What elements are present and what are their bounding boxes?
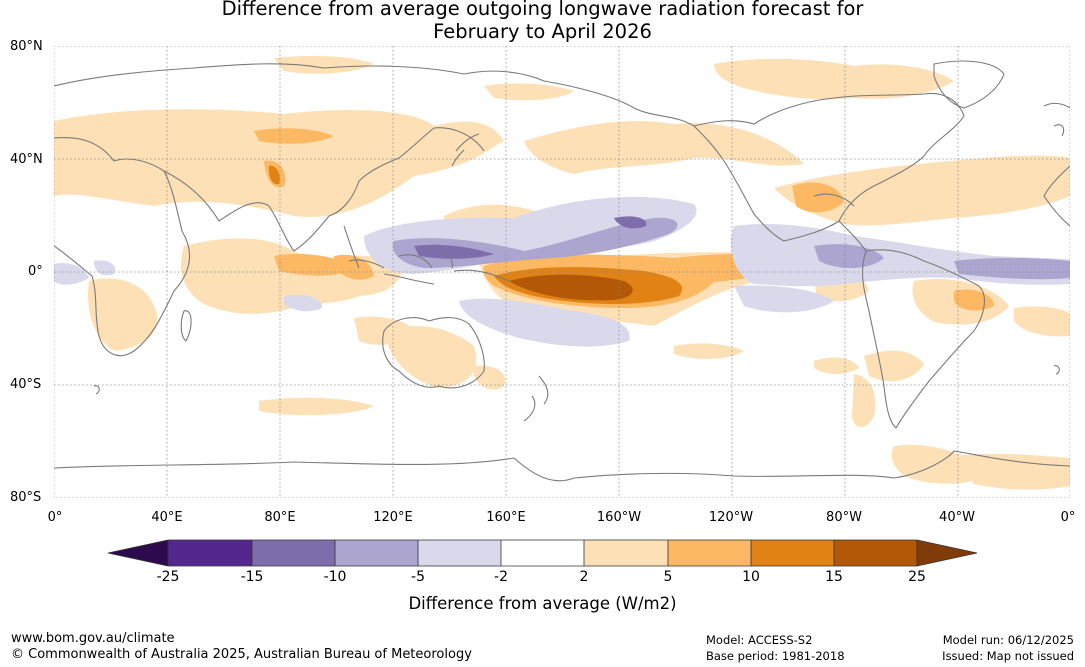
lon-label-80e: 80°E bbox=[264, 510, 296, 525]
footer-base-period: Base period: 1981-2018 bbox=[706, 649, 845, 663]
colorbar-2-to-5 bbox=[584, 540, 668, 566]
colorbar bbox=[107, 539, 978, 567]
map-title-line2: February to April 2026 bbox=[433, 20, 652, 43]
lat-label-40n: 40°N bbox=[10, 152, 43, 167]
lat-label-equator: 0° bbox=[28, 264, 43, 279]
colorbar-5-to-10 bbox=[668, 540, 751, 566]
lat-label-80n: 80°N bbox=[10, 39, 43, 54]
colorbar-title: Difference from average (W/m2) bbox=[408, 594, 677, 613]
lon-label-0-right: 0° bbox=[1060, 510, 1076, 525]
colorbar-tick: -15 bbox=[240, 569, 264, 585]
colorbar-tick: 10 bbox=[742, 569, 760, 585]
colorbar-tick: -10 bbox=[323, 569, 347, 585]
lon-label-80w: 80°W bbox=[826, 510, 862, 525]
colorbar-minus10-to-minus5 bbox=[335, 540, 418, 566]
colorbar-gt-25 bbox=[917, 540, 977, 566]
footer-model-run: Model run: 06/12/2025 bbox=[942, 633, 1074, 647]
map-title-line1: Difference from average outgoing longwav… bbox=[221, 0, 864, 20]
colorbar-minus25-to-minus15 bbox=[168, 540, 252, 566]
anomaly-minus15-to-minus10-regions bbox=[414, 216, 647, 259]
lat-label-80s: 80°S bbox=[10, 490, 42, 505]
colorbar-tick: 5 bbox=[663, 569, 673, 585]
colorbar-lt-minus25 bbox=[108, 540, 168, 566]
colorbar-10-to-15 bbox=[751, 540, 834, 566]
lat-label-40s: 40°S bbox=[10, 377, 42, 392]
colorbar-tick: -25 bbox=[156, 569, 180, 585]
coastlines bbox=[54, 60, 1070, 482]
colorbar-tick: -2 bbox=[494, 569, 508, 585]
colorbar-tick: -5 bbox=[411, 569, 425, 585]
lon-label-160e: 160°E bbox=[486, 510, 526, 525]
olr-anomaly-map bbox=[54, 46, 1070, 498]
anomaly-15-to-25-regions bbox=[509, 274, 633, 301]
footer-issued: Issued: Map not issued bbox=[942, 649, 1074, 663]
colorbar-tick: 25 bbox=[908, 569, 926, 585]
lon-label-40e: 40°E bbox=[151, 510, 183, 525]
lon-label-160w: 160°W bbox=[596, 510, 642, 525]
colorbar-minus15-to-minus10 bbox=[252, 540, 335, 566]
footer-website-link[interactable]: www.bom.gov.au/climate bbox=[11, 631, 175, 646]
graticule bbox=[54, 46, 1070, 498]
footer-model: Model: ACCESS-S2 bbox=[706, 633, 813, 647]
colorbar-tick: 2 bbox=[579, 569, 589, 585]
colorbar-tick: 15 bbox=[825, 569, 843, 585]
colorbar-minus5-to-minus2 bbox=[418, 540, 501, 566]
lon-label-40w: 40°W bbox=[939, 510, 975, 525]
lon-label-120w: 120°W bbox=[708, 510, 754, 525]
colorbar-15-to-25 bbox=[834, 540, 917, 566]
colorbar-minus2-to-2 bbox=[501, 540, 584, 566]
footer-copyright: © Commonwealth of Australia 2025, Austra… bbox=[11, 647, 472, 662]
lon-label-120e: 120°E bbox=[373, 510, 413, 525]
lon-label-0-left: 0° bbox=[47, 510, 63, 525]
